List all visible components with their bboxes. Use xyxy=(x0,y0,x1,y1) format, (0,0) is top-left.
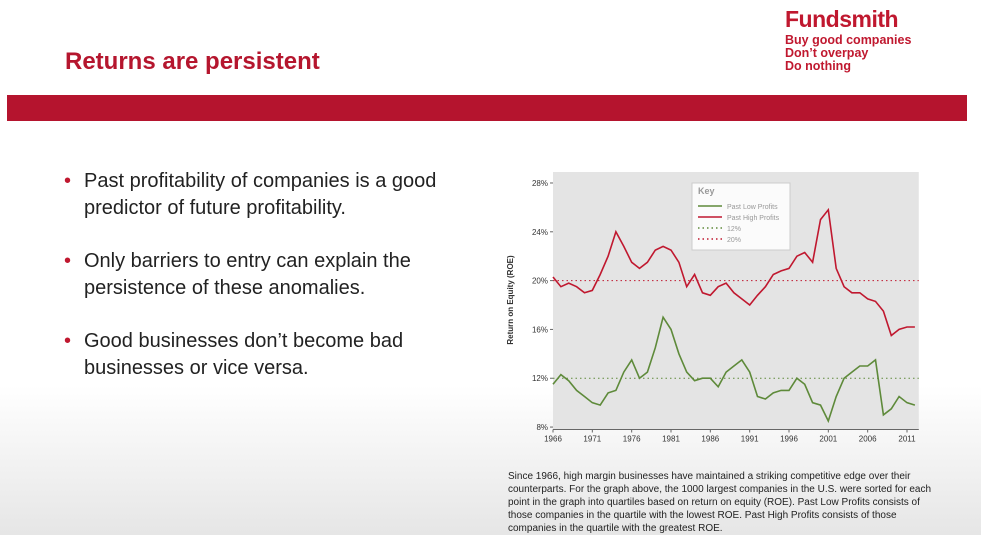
x-tick-label: 1976 xyxy=(623,435,641,444)
slide-title: Returns are persistent xyxy=(65,48,320,75)
bullet-list: Past profitability of companies is a goo… xyxy=(62,168,472,408)
x-tick-label: 1981 xyxy=(662,435,680,444)
legend-label: 12% xyxy=(727,226,741,233)
legend-label: Past High Profits xyxy=(727,215,780,222)
bullet: Past profitability of companies is a goo… xyxy=(62,168,472,222)
y-tick-label: 8% xyxy=(536,423,548,432)
x-tick-label: 1986 xyxy=(701,435,719,444)
x-tick-label: 2001 xyxy=(819,435,837,444)
bullet: Good businesses don’t become bad busines… xyxy=(62,328,472,382)
x-tick-label: 1971 xyxy=(583,435,601,444)
x-tick-label: 2011 xyxy=(898,435,916,444)
series-line xyxy=(552,207,915,337)
legend-title: Key xyxy=(698,186,715,196)
tagline: Buy good companies xyxy=(785,33,912,47)
x-tick-label: 1991 xyxy=(741,435,759,444)
tagline: Don’t overpay xyxy=(785,46,869,60)
y-tick-label: 12% xyxy=(532,374,548,383)
legend-label: 20% xyxy=(727,237,741,244)
bullet: Only barriers to entry can explain the p… xyxy=(62,248,472,302)
series-line xyxy=(552,315,916,424)
x-tick-label: 2006 xyxy=(859,435,877,444)
brand: Fundsmith xyxy=(785,6,899,32)
y-tick-label: 16% xyxy=(532,325,548,334)
header-bar xyxy=(7,95,967,121)
y-tick-label: 24% xyxy=(532,228,548,237)
y-axis-title: Return on Equity (ROE) xyxy=(506,255,515,345)
x-tick-label: 1966 xyxy=(544,435,562,444)
chart: Return on Equity (ROE) 8% 12% 16% 20% 24% 28%… xyxy=(506,172,919,444)
legend-label: Past Low Profits xyxy=(727,204,778,211)
y-tick-label: 28% xyxy=(532,179,548,188)
tagline: Do nothing xyxy=(785,59,851,73)
x-tick-label: 1996 xyxy=(780,435,798,444)
y-tick-label: 20% xyxy=(532,277,548,286)
caption: Since 1966, high margin businesses have … xyxy=(508,471,932,534)
